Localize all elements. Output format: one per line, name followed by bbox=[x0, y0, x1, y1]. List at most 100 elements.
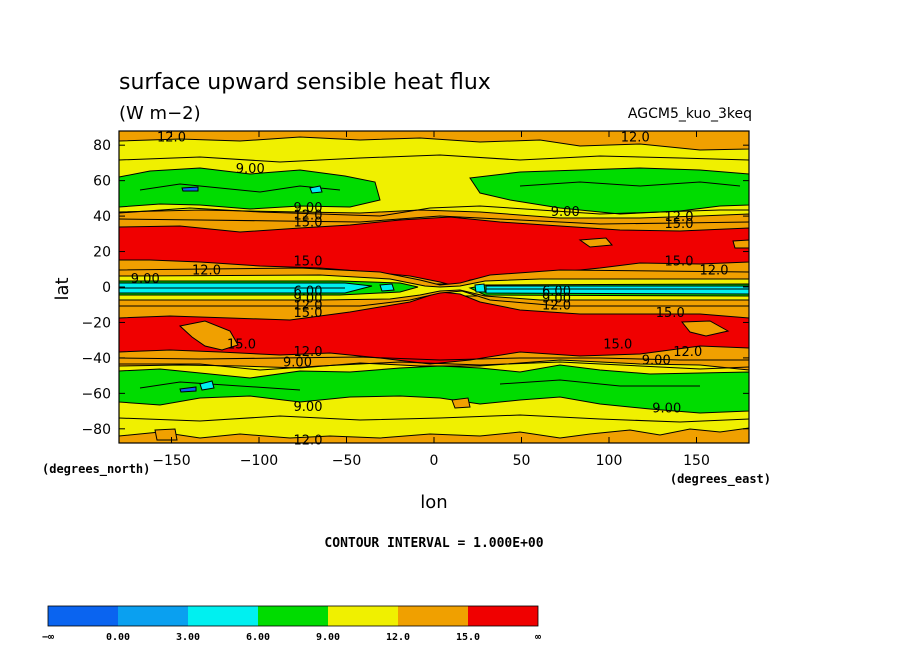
contour-label: 9.00 bbox=[294, 201, 323, 216]
contour-label: 9.00 bbox=[652, 402, 681, 417]
cyan-patch-2 bbox=[199, 380, 215, 391]
contour-label: 15.0 bbox=[294, 254, 323, 269]
colorbar-level-label: ∞ bbox=[535, 632, 541, 643]
band-gt-15-north bbox=[119, 216, 749, 287]
contour-interval-label: CONTOUR INTERVAL = 1.000E+00 bbox=[324, 536, 543, 551]
contour-label: 9.00 bbox=[294, 292, 323, 307]
contour-line-subpolar-n bbox=[119, 154, 749, 163]
y-tick-label: −40 bbox=[81, 351, 111, 367]
x-axis: −150 −100 −50 0 50 100 150 bbox=[152, 131, 710, 469]
colorbar-level-label: −∞ bbox=[42, 632, 54, 643]
contour-label: 12.0 bbox=[157, 130, 186, 145]
band-gt-15-south bbox=[119, 291, 749, 365]
contour-label: 6.00 bbox=[294, 285, 323, 300]
contour-label: 12.0 bbox=[621, 130, 650, 145]
contour-label: 9.00 bbox=[294, 400, 323, 415]
colorbar-swatch bbox=[328, 606, 398, 626]
blue-patch-1 bbox=[181, 186, 199, 192]
contour-label: 9.00 bbox=[283, 355, 312, 370]
colorbar-frame bbox=[47, 605, 539, 627]
contour-label: 9.00 bbox=[551, 205, 580, 220]
pocket-12-15-2 bbox=[680, 320, 730, 337]
colorbar-level-label: 6.00 bbox=[246, 632, 270, 643]
band-6-9-north bbox=[119, 167, 749, 215]
contour-label: 12.0 bbox=[294, 433, 323, 448]
colorbar-swatch bbox=[188, 606, 258, 626]
pocket-12-15-3 bbox=[578, 237, 614, 248]
y-units-label: (degrees_north) bbox=[42, 462, 150, 477]
y-tick-label: −60 bbox=[81, 386, 111, 402]
y-axis: −80 −60 −40 −20 0 20 40 60 80 bbox=[81, 138, 749, 438]
colorbar-level-label: 15.0 bbox=[456, 632, 480, 643]
y-tick-label: 60 bbox=[93, 174, 111, 190]
contour-label: 6.00 bbox=[542, 285, 571, 300]
colorbar: −∞ 0.00 3.00 6.00 9.00 12.0 15.0 ∞ bbox=[42, 605, 541, 643]
x-tick-label: 100 bbox=[596, 453, 623, 469]
colorbar-level-label: 3.00 bbox=[176, 632, 200, 643]
pocket-12-15-1 bbox=[178, 320, 239, 351]
contour-label: 15.0 bbox=[665, 217, 694, 232]
contour-label: 9.00 bbox=[131, 272, 160, 287]
contour-label: 12.0 bbox=[665, 210, 694, 225]
x-tick-label: −50 bbox=[332, 453, 362, 469]
x-tick-label: 150 bbox=[683, 453, 710, 469]
cyan-patch-1 bbox=[309, 185, 323, 194]
band-12-15-antarctic bbox=[119, 427, 749, 443]
contour-label: 15.0 bbox=[656, 306, 685, 321]
contour-line-south-9 bbox=[119, 361, 749, 371]
contour-line-north-12 bbox=[119, 215, 749, 225]
contour-label: 12.0 bbox=[192, 263, 221, 278]
contour-label: 9.00 bbox=[236, 162, 265, 177]
equator-band-3-6 bbox=[119, 282, 749, 295]
pocket-12-15-6 bbox=[732, 239, 749, 249]
colorbar-swatch bbox=[398, 606, 468, 626]
dataset-label: AGCM5_kuo_3keq bbox=[628, 106, 752, 122]
cyan-patch-3 bbox=[379, 283, 395, 292]
chart-title: surface upward sensible heat flux bbox=[119, 70, 491, 95]
colorbar-swatch bbox=[48, 606, 118, 626]
contour-label: 9.00 bbox=[642, 354, 671, 369]
blue-patch-2 bbox=[179, 386, 197, 393]
contour-label: 12.0 bbox=[294, 299, 323, 314]
y-tick-label: 20 bbox=[93, 245, 111, 261]
y-axis-label: lat bbox=[52, 277, 73, 300]
x-tick-label: 0 bbox=[430, 453, 439, 469]
contour-line-green-n bbox=[139, 181, 741, 193]
chart-subtitle: (W m−2) bbox=[119, 103, 201, 124]
pocket-12-15-5 bbox=[154, 428, 178, 441]
contour-line-subpolar-s bbox=[119, 414, 749, 423]
contour-label: 15.0 bbox=[294, 215, 323, 230]
contour-line-north-9 bbox=[119, 205, 749, 217]
contour-label: 12.0 bbox=[294, 345, 323, 360]
colorbar-level-label: 12.0 bbox=[386, 632, 410, 643]
y-tick-label: −20 bbox=[81, 315, 111, 331]
contour-label: 12.0 bbox=[294, 208, 323, 223]
contour-label: 15.0 bbox=[227, 338, 256, 353]
x-units-label: (degrees_east) bbox=[670, 472, 771, 487]
y-tick-label: 80 bbox=[93, 138, 111, 154]
contour-label: 12.0 bbox=[673, 345, 702, 360]
x-tick-label: −150 bbox=[152, 453, 190, 469]
contour-label: 15.0 bbox=[665, 254, 694, 269]
contour-line-south-12 bbox=[119, 356, 749, 361]
band-12-15-arctic bbox=[119, 131, 749, 151]
contour-label: 12.0 bbox=[542, 299, 571, 314]
x-axis-label: lon bbox=[420, 492, 447, 513]
colorbar-swatch bbox=[118, 606, 188, 626]
contour-label: 15.0 bbox=[294, 306, 323, 321]
pocket-12-15-4 bbox=[451, 397, 471, 409]
contour-label: 9.00 bbox=[542, 292, 571, 307]
contour-label: 12.0 bbox=[700, 263, 729, 278]
colorbar-level-label: 9.00 bbox=[316, 632, 340, 643]
colorbar-level-label: 0.00 bbox=[106, 632, 130, 643]
x-tick-label: −100 bbox=[240, 453, 278, 469]
x-tick-label: 50 bbox=[513, 453, 531, 469]
contour-map bbox=[119, 131, 749, 443]
colorbar-swatch bbox=[468, 606, 538, 626]
y-tick-label: 40 bbox=[93, 209, 111, 225]
band-6-9-south bbox=[119, 364, 749, 414]
y-tick-label: −80 bbox=[81, 422, 111, 438]
contour-label: 15.0 bbox=[603, 338, 632, 353]
